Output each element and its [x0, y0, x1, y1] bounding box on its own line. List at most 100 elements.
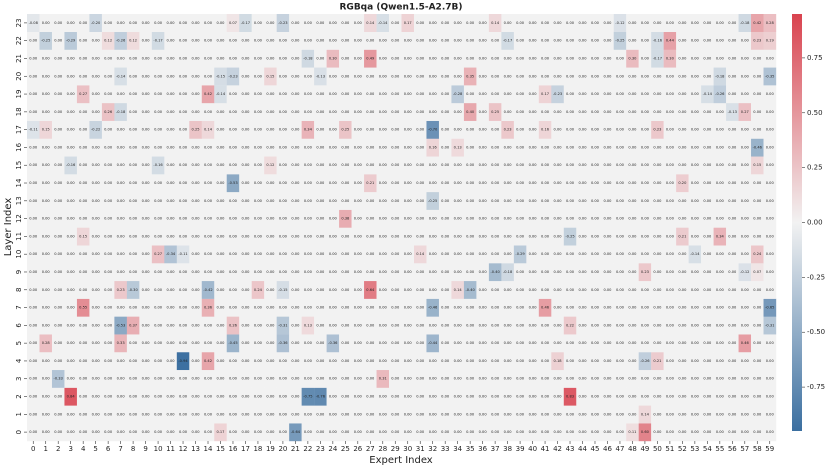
- heatmap-cell: [613, 405, 627, 424]
- cell-label: 0.00: [42, 56, 51, 60]
- heatmap-cell: [301, 405, 315, 424]
- heatmap-cell: [39, 245, 53, 264]
- cell-label: 0.00: [192, 270, 201, 274]
- cell-label: 0.00: [304, 341, 313, 345]
- heatmap-cell: [513, 334, 527, 353]
- heatmap-cell: [51, 85, 65, 104]
- heatmap-cell: [339, 174, 352, 193]
- cell-label: 0.00: [491, 163, 500, 167]
- cell-label: 0.00: [29, 306, 38, 310]
- cell-label: 0.00: [241, 341, 250, 345]
- cell-label: 0.00: [29, 217, 38, 221]
- heatmap-cell: [314, 191, 327, 210]
- cell-label: 0.00: [529, 288, 538, 292]
- heatmap-cell: [339, 316, 352, 335]
- cell-label: 0.00: [416, 234, 425, 238]
- cell-label: 0.00: [678, 288, 687, 292]
- y-tick-label: 9: [15, 270, 23, 274]
- heatmap-cell: [301, 298, 315, 317]
- heatmap-cell: [613, 120, 627, 139]
- cell-label: 0.00: [129, 21, 138, 25]
- heatmap-cell: [613, 102, 627, 121]
- cell-label: 0.00: [429, 359, 438, 363]
- cell-label: 0.00: [79, 128, 88, 132]
- cell-label: 0.00: [167, 56, 176, 60]
- heatmap-cell: [726, 138, 739, 157]
- cell-label: 0.00: [266, 145, 275, 149]
- heatmap-cell: [176, 85, 190, 104]
- heatmap-cell: [626, 85, 639, 104]
- cell-label: 0.00: [516, 39, 525, 43]
- cell-label: 0.00: [566, 145, 575, 149]
- heatmap-cell: [751, 227, 764, 246]
- heatmap-cell: [389, 227, 402, 246]
- heatmap-cell: [413, 334, 427, 353]
- heatmap-cell: [526, 369, 540, 388]
- heatmap-cell: [376, 102, 390, 121]
- cell-label: 0.00: [416, 21, 425, 25]
- cell-label: -0.31: [765, 323, 774, 327]
- cell-label: 0.00: [416, 92, 425, 96]
- heatmap-cell: [139, 334, 153, 353]
- cell-label: 0.00: [566, 217, 575, 221]
- cell-label: 0.00: [404, 412, 413, 416]
- cell-label: 0.00: [728, 234, 737, 238]
- heatmap-cell: [51, 209, 65, 228]
- cell-label: 0.00: [541, 234, 550, 238]
- heatmap-cell: [276, 85, 290, 104]
- cell-label: 0.00: [666, 341, 675, 345]
- heatmap-cell: [139, 67, 153, 86]
- heatmap-cell: [314, 31, 327, 50]
- cell-label: -0.30: [128, 288, 138, 292]
- heatmap-cell: [588, 387, 602, 406]
- heatmap-cell: [101, 245, 115, 264]
- heatmap-cell: [151, 191, 165, 210]
- cell-label: 0.00: [454, 234, 463, 238]
- heatmap-cell: [401, 280, 415, 299]
- cell-label: 0.00: [279, 56, 288, 60]
- heatmap-cell: [226, 14, 240, 32]
- heatmap-cell: [139, 263, 153, 282]
- heatmap-cell: [64, 102, 78, 121]
- heatmap-cell: [314, 67, 327, 86]
- heatmap-cell: [39, 31, 53, 50]
- cell-label: 0.00: [579, 110, 588, 114]
- heatmap-cell: [64, 191, 78, 210]
- heatmap-cell: [738, 263, 752, 282]
- heatmap-cell: [89, 316, 103, 335]
- cell-label: -0.46: [753, 145, 763, 149]
- cell-label: 0.00: [117, 430, 126, 434]
- heatmap-cell: [89, 120, 103, 139]
- cell-label: 0.00: [104, 128, 113, 132]
- cell-label: 0.00: [104, 92, 113, 96]
- heatmap-cell: [339, 120, 352, 139]
- heatmap-cell: [39, 334, 53, 353]
- heatmap-cell: [713, 387, 727, 406]
- heatmap-cell: [276, 316, 290, 335]
- heatmap-cell: [51, 405, 65, 424]
- heatmap-cell: [613, 67, 627, 86]
- heatmap-cell: [488, 156, 502, 175]
- cell-label: 0.00: [192, 288, 201, 292]
- cell-label: 0.00: [753, 181, 762, 185]
- heatmap-cell: [201, 85, 215, 104]
- heatmap-cell: [27, 138, 40, 157]
- heatmap-cell: [101, 138, 115, 157]
- cell-label: 0.42: [204, 92, 212, 96]
- cell-label: 0.00: [117, 377, 126, 381]
- cell-label: 0.00: [92, 430, 101, 434]
- heatmap-cell: [201, 227, 215, 246]
- cell-label: -0.40: [466, 288, 476, 292]
- cell-label: 0.00: [92, 199, 101, 203]
- cell-label: 0.00: [179, 395, 188, 399]
- heatmap-cell: [151, 31, 165, 50]
- cell-label: 0.00: [516, 377, 525, 381]
- heatmap-cell: [351, 352, 365, 371]
- cell-label: 0.00: [741, 395, 750, 399]
- heatmap-cell: [763, 423, 777, 442]
- heatmap-cell: [451, 387, 465, 406]
- heatmap-cell: [651, 138, 664, 157]
- heatmap-cell: [214, 352, 227, 371]
- heatmap-cell: [151, 405, 165, 424]
- heatmap-cell: [176, 14, 190, 32]
